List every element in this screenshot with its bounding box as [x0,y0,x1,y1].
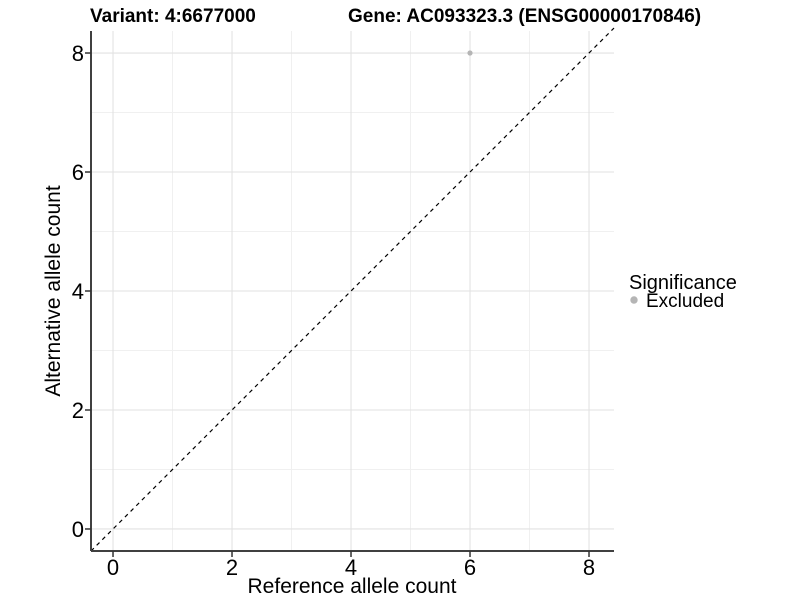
x-tick-label: 2 [226,555,238,580]
y-tick-label: 6 [72,160,84,185]
major-gridlines [91,31,614,551]
y-axis-title: Alternative allele count [42,185,65,396]
x-tick-label: 0 [107,555,119,580]
x-tick-label: 4 [345,555,357,580]
tick-marks [85,52,590,557]
y-tick-label: 0 [72,517,84,542]
plot-title-gene: Gene: AC093323.3 (ENSG00000170846) [348,6,701,27]
data-points [467,50,473,56]
y-tick-label: 4 [72,279,84,304]
y-tick-label: 8 [72,41,84,66]
legend-title: Significance [629,272,737,294]
plot-title-variant: Variant: 4:6677000 [90,6,256,27]
legend: Significance Excluded [629,272,737,312]
identity-line [90,27,615,552]
tick-labels: 0 2 4 6 8 0 2 4 6 8 [72,41,595,580]
x-tick-label: 8 [583,555,595,580]
x-tick-label: 6 [464,555,476,580]
data-point [467,50,473,56]
legend-point-icon [630,296,638,304]
legend-item-excluded: Excluded [646,291,724,312]
y-tick-label: 2 [72,398,84,423]
x-axis-title: Reference allele count [248,575,457,598]
identity-line-group [90,27,615,552]
